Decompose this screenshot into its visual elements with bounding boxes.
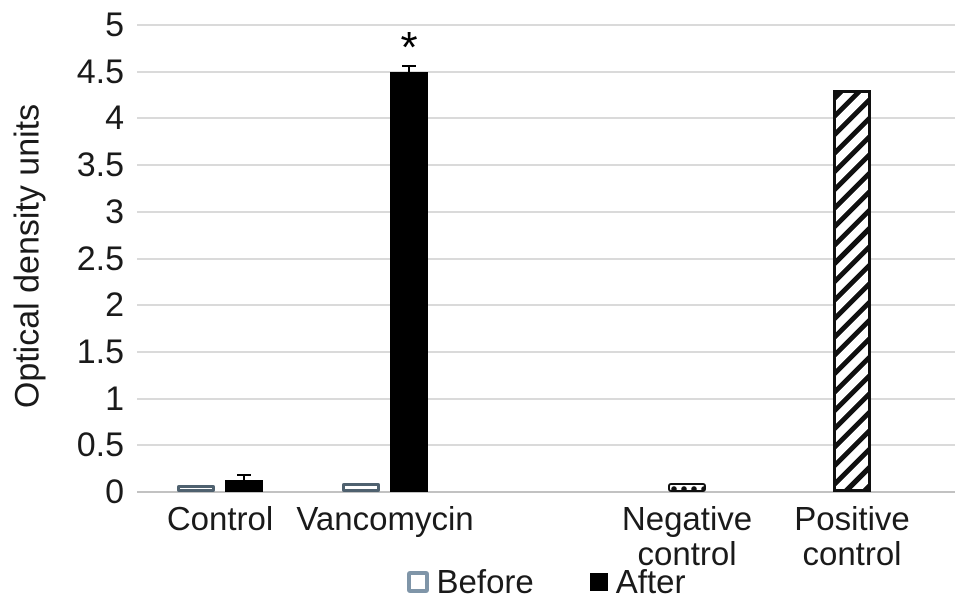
gridline bbox=[137, 257, 955, 260]
error-bar bbox=[243, 475, 246, 485]
legend-label: Before bbox=[436, 563, 534, 600]
error-bar-cap bbox=[237, 483, 252, 486]
x-axis-category-label: Vancomycin bbox=[265, 501, 505, 536]
x-axis-category-label-line: control bbox=[802, 535, 902, 572]
legend-label: After bbox=[615, 563, 686, 600]
x-axis-category-label: Control bbox=[100, 501, 340, 536]
error-bar-cap bbox=[237, 474, 252, 477]
gridline bbox=[137, 117, 955, 120]
bar-dotted-negative-control bbox=[668, 482, 707, 492]
gridline bbox=[137, 397, 955, 400]
bar-open-control bbox=[177, 485, 216, 492]
y-axis-tick-label: 3.5 bbox=[76, 146, 124, 185]
y-axis-tick-label: 1 bbox=[105, 379, 124, 418]
x-axis-category-label-line: control bbox=[637, 535, 737, 572]
x-axis-category-label-line: Positive bbox=[794, 500, 910, 537]
gridline bbox=[137, 304, 955, 307]
y-axis-tick-label: 1.5 bbox=[76, 332, 124, 371]
y-axis-tick-label: 5 bbox=[105, 6, 124, 44]
legend-swatch-solid-icon bbox=[589, 573, 608, 591]
error-bar-cap bbox=[402, 65, 417, 68]
error-bar bbox=[408, 66, 411, 78]
y-axis-tick-label: 2.5 bbox=[76, 239, 124, 278]
legend-swatch-open-icon bbox=[406, 571, 429, 593]
gridline bbox=[137, 70, 955, 73]
legend: Before After bbox=[137, 560, 955, 604]
gridline bbox=[137, 24, 955, 26]
y-axis-tick-label: 2 bbox=[105, 286, 124, 325]
legend-item-after: After bbox=[589, 563, 686, 601]
y-axis-tick-label: 4.5 bbox=[76, 52, 124, 91]
gridline bbox=[137, 444, 955, 447]
x-axis-category-label-line: Negative bbox=[621, 500, 753, 537]
x-axis-baseline bbox=[137, 491, 955, 493]
y-axis-tick-label: 4 bbox=[105, 99, 124, 138]
bar-hatched-positive-control bbox=[833, 90, 871, 492]
gridline bbox=[137, 210, 955, 213]
x-axis-category-label: Negative control bbox=[567, 501, 807, 571]
legend-item-before: Before bbox=[406, 563, 534, 601]
error-bar-cap bbox=[402, 76, 417, 79]
y-axis-tick-label: 0 bbox=[105, 473, 124, 511]
x-axis-category-label-line: Control bbox=[166, 500, 274, 537]
x-axis-category-label: Positive control bbox=[732, 501, 969, 571]
bar-solid-control bbox=[225, 479, 264, 492]
y-axis-tick-label: 3 bbox=[105, 192, 124, 231]
significance-asterisk: * bbox=[400, 22, 418, 72]
y-axis-tick-label: 0.5 bbox=[76, 426, 124, 465]
gridline bbox=[137, 164, 955, 167]
bar-solid-vancomycin bbox=[390, 71, 429, 492]
bar-open-vancomycin bbox=[342, 482, 381, 492]
gridline bbox=[137, 350, 955, 353]
x-axis-category-label-line: Vancomycin bbox=[296, 500, 474, 537]
